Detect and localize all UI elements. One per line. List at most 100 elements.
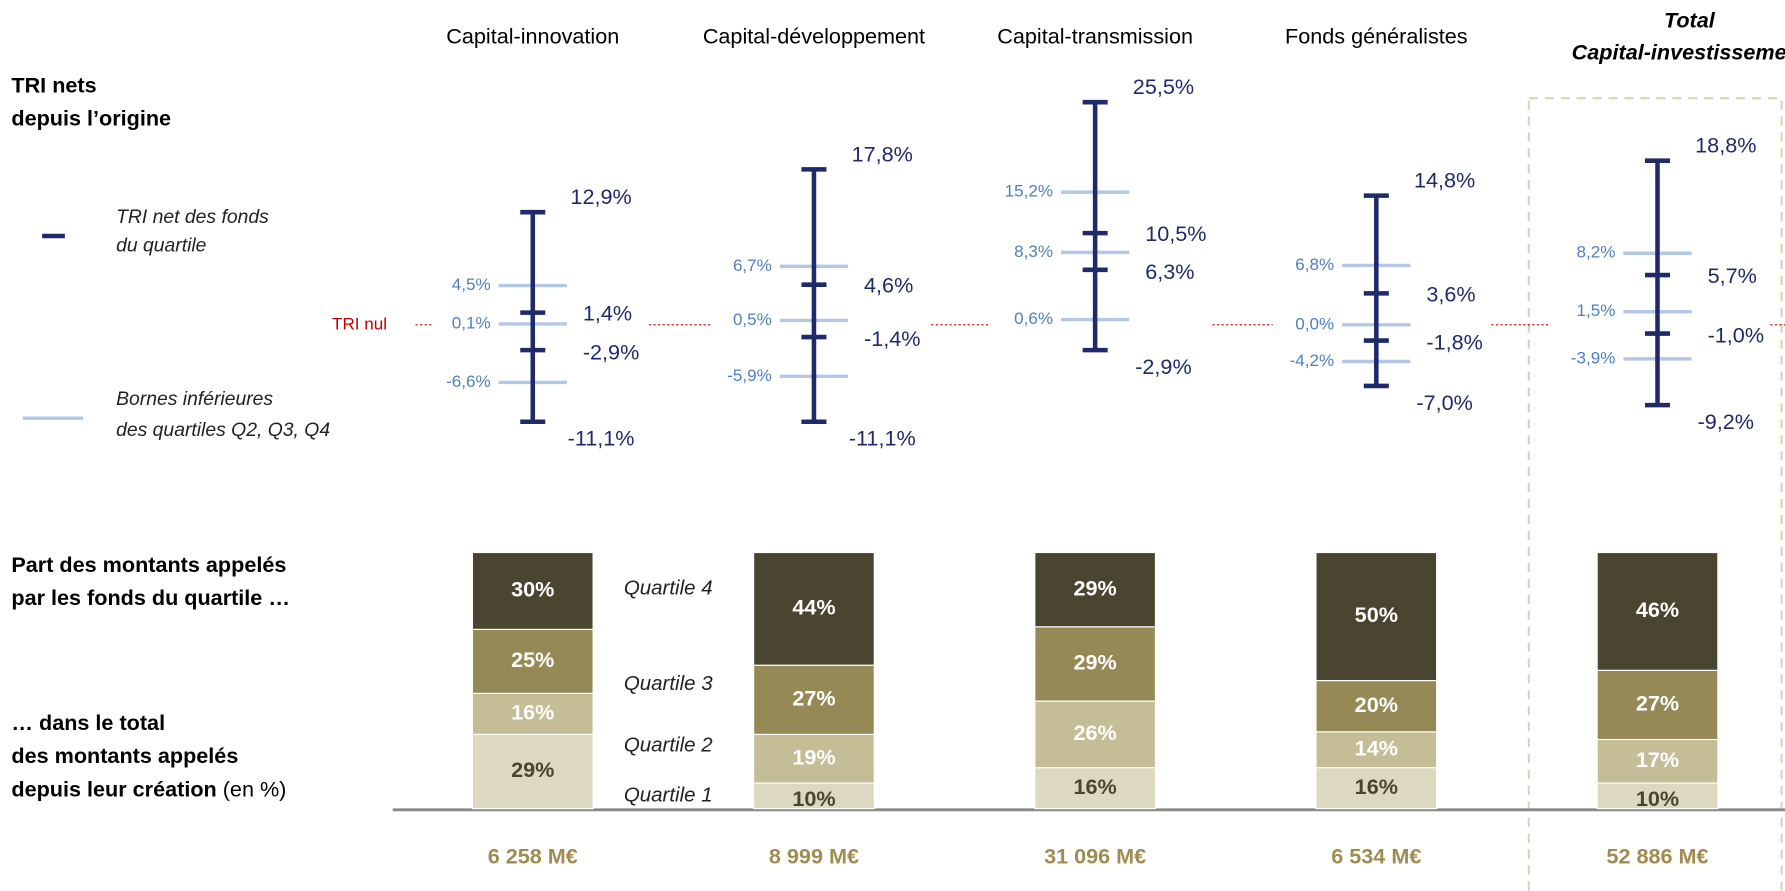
- share-title: Part des montants appelés: [11, 552, 286, 577]
- bar-label: 17%: [1636, 747, 1679, 772]
- legend-label: des quartiles Q2, Q3, Q4: [116, 419, 330, 441]
- quartile-bound-label: 6,8%: [1295, 255, 1334, 274]
- irr-label: 5,7%: [1708, 263, 1757, 288]
- quartile-bound-label: 1,5%: [1576, 301, 1615, 320]
- bar-label: 10%: [1636, 786, 1679, 811]
- irr-label: -7,0%: [1416, 390, 1472, 415]
- bar-label: 30%: [511, 577, 554, 602]
- total-title-bold: depuis leur création: [11, 776, 216, 801]
- irr-label: 3,6%: [1426, 281, 1475, 306]
- irr-title: depuis l’origine: [11, 106, 171, 131]
- irr-label: 12,9%: [570, 184, 631, 209]
- total-title: des montants appelés: [11, 743, 238, 768]
- quartile-bound-label: 0,1%: [452, 313, 491, 332]
- bar-segment: [1034, 626, 1157, 702]
- bar-segment: [1596, 669, 1719, 741]
- amount-label: 52 886 M€: [1606, 843, 1708, 868]
- irr-label: -2,9%: [1135, 354, 1191, 379]
- quartile-bound-label: 15,2%: [1005, 182, 1053, 201]
- bar-segment: [1034, 767, 1157, 810]
- irr-label: 1,4%: [583, 301, 632, 326]
- share-title: par les fonds du quartile …: [11, 585, 290, 610]
- bar-label: 16%: [511, 700, 554, 725]
- irr-label: 18,8%: [1695, 133, 1756, 158]
- total-title: … dans le total: [11, 710, 165, 735]
- irr-label: -11,1%: [849, 426, 916, 451]
- irr-label: 10,5%: [1145, 221, 1206, 246]
- irr-label: -1,4%: [864, 326, 920, 351]
- irr-label: -11,1%: [568, 426, 635, 451]
- total-title: depuis leur création (en %): [11, 776, 286, 801]
- bar-segment: [1315, 767, 1438, 810]
- bar-segment: [1596, 551, 1719, 671]
- bar-segment: [753, 551, 875, 666]
- bar-label: 16%: [1355, 774, 1398, 799]
- total-title-unit: (en %): [223, 776, 287, 801]
- bar-label: 44%: [792, 595, 835, 620]
- bar-segment: [753, 664, 875, 735]
- amount-label: 6 258 M€: [488, 843, 578, 868]
- bar-label: 46%: [1636, 597, 1679, 622]
- bar-label: 26%: [1074, 720, 1117, 745]
- bar-segment: [471, 551, 594, 630]
- quartile-bound-label: 0,6%: [1014, 309, 1053, 328]
- bar-label: 20%: [1355, 692, 1398, 717]
- irr-label: -9,2%: [1698, 409, 1754, 434]
- legend-label: du quartile: [116, 234, 207, 256]
- category-label: Capital-innovation: [446, 24, 619, 49]
- quartile-bound-label: 6,7%: [733, 256, 772, 275]
- irr-label: -1,0%: [1708, 323, 1764, 348]
- quartile-bound-label: 0,5%: [733, 310, 772, 329]
- bar-segment: [471, 692, 594, 735]
- legend-label: Quartile 3: [624, 672, 713, 695]
- category-label: Capital-développement: [703, 24, 925, 49]
- bar-label: 27%: [792, 686, 835, 711]
- bar-segment: [1034, 700, 1157, 769]
- irr-label: 25,5%: [1133, 74, 1194, 99]
- quartile-bound-label: -5,9%: [727, 366, 772, 385]
- irr-label: -2,9%: [583, 339, 639, 364]
- bar-segment: [753, 782, 875, 810]
- zero-label: TRI nul: [332, 314, 387, 333]
- quartile-bound-label: 0,0%: [1295, 314, 1334, 333]
- amount-label: 6 534 M€: [1331, 843, 1421, 868]
- bar-label: 10%: [792, 786, 835, 811]
- bar-segment: [471, 628, 594, 694]
- quartile-bound-label: -6,6%: [446, 372, 491, 391]
- bar-label: 16%: [1074, 774, 1117, 799]
- bar-segment: [1034, 551, 1157, 628]
- quartile-bound-label: 4,5%: [452, 275, 491, 294]
- bar-label: 14%: [1355, 735, 1398, 760]
- irr-label: -1,8%: [1426, 330, 1482, 355]
- irr-label: 6,3%: [1145, 259, 1194, 284]
- category-label: Capital-investissement: [1572, 40, 1785, 65]
- irr-title: TRI nets: [11, 73, 96, 98]
- bar-segment: [753, 733, 875, 784]
- bar-label: 29%: [1074, 650, 1117, 675]
- bar-label: 29%: [1074, 575, 1117, 600]
- irr-label: 14,8%: [1414, 168, 1475, 193]
- amount-label: 8 999 M€: [769, 843, 859, 868]
- bar-label: 50%: [1355, 602, 1398, 627]
- bar-label: 27%: [1636, 691, 1679, 716]
- category-label: Fonds généralistes: [1285, 24, 1468, 49]
- legend-label: Quartile 4: [624, 576, 713, 599]
- quartile-bound-label: -3,9%: [1571, 348, 1616, 367]
- legend-label: Quartile 1: [624, 784, 713, 807]
- category-label: Capital-transmission: [997, 24, 1193, 49]
- bar-segment: [471, 733, 594, 810]
- bar-segment: [1315, 551, 1438, 682]
- quartile-bound-label: 8,3%: [1014, 242, 1053, 261]
- irr-label: 17,8%: [852, 141, 913, 166]
- legend-label: TRI net des fonds: [116, 206, 269, 228]
- quartile-bound-label: 8,2%: [1576, 243, 1615, 262]
- bar-label: 19%: [792, 744, 835, 769]
- quartile-bound-label: -4,2%: [1290, 351, 1335, 370]
- bar-segment: [1315, 680, 1438, 733]
- amount-label: 31 096 M€: [1044, 843, 1146, 868]
- irr-label: 4,6%: [864, 273, 913, 298]
- legend-label: Bornes inférieures: [116, 388, 273, 410]
- category-label: Total: [1664, 8, 1716, 33]
- legend-label: Quartile 2: [624, 733, 713, 756]
